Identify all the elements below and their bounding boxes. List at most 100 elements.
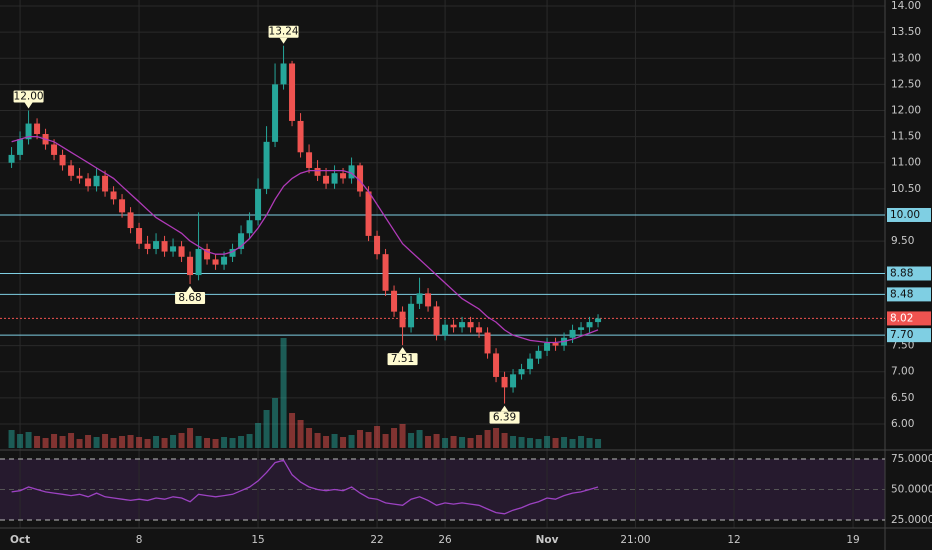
volume-bar (484, 430, 491, 448)
volume-bar (212, 439, 219, 448)
volume-bar (442, 438, 449, 448)
candle-body (76, 175, 83, 179)
candle-body (391, 290, 398, 312)
x-tick-label: 8 (136, 534, 143, 546)
candle-body (272, 84, 279, 142)
volume-bar (357, 430, 364, 448)
volume-bar (85, 435, 92, 448)
volume-bar (501, 433, 508, 448)
annotation-pointer (279, 37, 288, 44)
candle-body (51, 144, 58, 155)
volume-bar (246, 434, 253, 448)
volume-bar (459, 437, 466, 448)
volume-bar (110, 438, 117, 448)
volume-bar (93, 437, 100, 448)
volume-bar (178, 433, 185, 448)
volume-bar (493, 428, 500, 448)
level-label: 8.88 (890, 268, 913, 280)
candle-body (280, 63, 287, 85)
volume-bar (8, 430, 15, 448)
candle-body (357, 165, 364, 192)
candle-body (382, 254, 389, 291)
candle-body (510, 374, 517, 388)
y-tick-label: 14.00 (891, 0, 921, 12)
x-tick-label: 12 (727, 534, 740, 546)
x-tick-label: 21:00 (620, 534, 650, 546)
y-tick-label: 12.50 (891, 78, 921, 90)
volume-bar (204, 438, 211, 448)
volume-bar (51, 434, 58, 448)
volume-bar (25, 432, 32, 448)
volume-bar (374, 426, 381, 448)
volume-bar (161, 438, 168, 448)
y-tick-label: 11.50 (891, 131, 921, 143)
candle-body (238, 233, 245, 249)
candle-body (399, 311, 406, 328)
candle-body (161, 241, 168, 252)
y-tick-label: 11.00 (891, 157, 921, 169)
y-tick-label: 12.00 (891, 104, 921, 116)
candle-body (501, 376, 508, 388)
y-tick-label: 6.50 (891, 392, 914, 404)
volume-bar (467, 438, 474, 448)
volume-bar (425, 436, 432, 448)
rsi-tick-label: 50.0000 (891, 483, 932, 495)
volume-bar (510, 436, 517, 448)
annotation-pointer (500, 405, 509, 412)
candle-body (178, 246, 185, 257)
annotation-box (175, 291, 206, 304)
annotation-label: 13.24 (269, 26, 299, 38)
candle-body (25, 123, 32, 140)
candle-body (552, 342, 559, 346)
volume-bar (416, 430, 423, 448)
volume-bar (569, 439, 576, 448)
volume-bar (306, 428, 313, 448)
y-tick-label: 7.50 (891, 340, 914, 352)
candle-body (595, 318, 602, 323)
annotation-box (489, 411, 520, 424)
volume-bar (76, 439, 83, 448)
volume-bar (255, 423, 262, 448)
candle-body (297, 120, 304, 153)
annotation-label: 12.00 (14, 90, 44, 102)
volume-bar (136, 437, 143, 448)
candle-body (569, 329, 576, 338)
volume-bar (68, 433, 75, 448)
candle-body (493, 353, 500, 377)
candle-body (476, 327, 483, 333)
candle-body (59, 154, 66, 166)
y-tick-label: 9.50 (891, 235, 914, 247)
x-tick-label: Oct (10, 534, 30, 546)
candle-body (306, 152, 313, 168)
candle-body (110, 191, 117, 200)
volume-bar (144, 439, 151, 448)
x-tick-label: 22 (370, 534, 383, 546)
volume-bar (586, 438, 593, 448)
rsi-tick-label: 75.0000 (891, 453, 932, 465)
candle-body (365, 191, 372, 236)
candle-body (255, 188, 262, 221)
candle-body (518, 369, 525, 375)
y-tick-label: 6.00 (891, 418, 914, 430)
level-label: 8.48 (890, 288, 913, 300)
candle-body (442, 324, 449, 336)
annotation-pointer (24, 102, 33, 109)
candle-body (93, 175, 100, 187)
volume-bar (561, 437, 568, 448)
candle-body (527, 358, 534, 370)
candle-body (578, 327, 585, 330)
volume-bar (578, 436, 585, 448)
volume-bar (399, 424, 406, 448)
volume-bar (280, 338, 287, 448)
volume-bar (476, 435, 483, 448)
volume-bar (170, 435, 177, 448)
current-price-label: 8.02 (890, 312, 913, 324)
annotation-pointer (398, 347, 407, 354)
candle-body (323, 175, 330, 184)
candle-body (127, 212, 134, 229)
volume-bar (34, 436, 41, 448)
level-tag (887, 266, 931, 281)
volume-bar (535, 439, 542, 448)
